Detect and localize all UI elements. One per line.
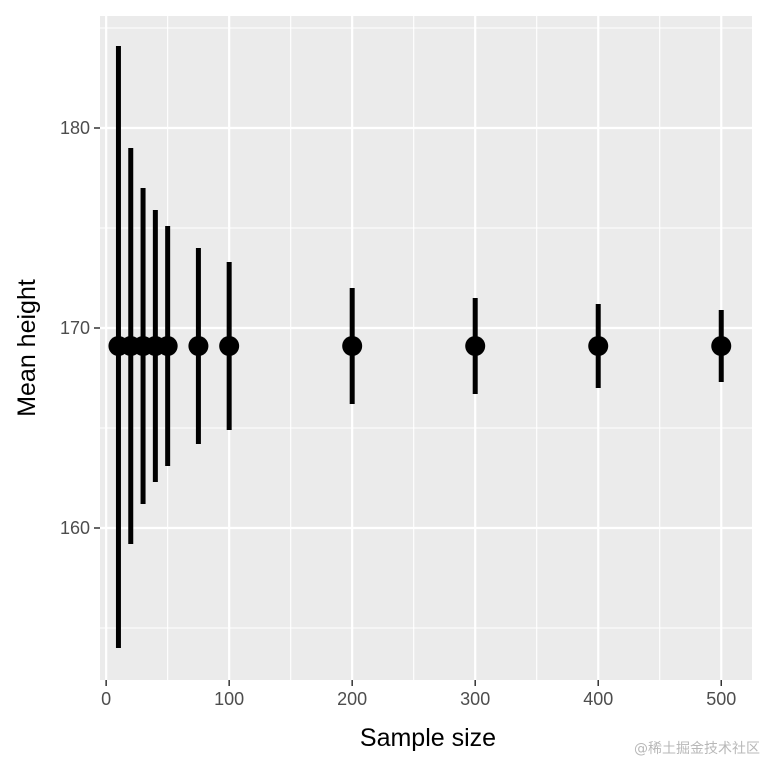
mean-point — [711, 336, 732, 356]
x-tick-label: 400 — [583, 689, 613, 709]
x-axis: 0 100 200 300 400 500 — [101, 680, 736, 709]
mean-point — [465, 336, 486, 356]
x-tick-label: 500 — [706, 689, 736, 709]
y-axis: 160 170 180 — [60, 118, 100, 538]
mean-point — [342, 336, 363, 356]
y-axis-title: Mean height — [13, 279, 41, 417]
x-tick-label: 0 — [101, 689, 111, 709]
y-tick-label: 160 — [60, 518, 90, 538]
mean-point — [157, 336, 178, 356]
plot-panel — [100, 16, 752, 680]
watermark-text: @稀土掘金技术社区 — [634, 741, 760, 757]
x-tick-label: 100 — [214, 689, 244, 709]
x-tick-label: 200 — [337, 689, 367, 709]
x-tick-label: 300 — [460, 689, 490, 709]
mean-point — [188, 336, 209, 356]
mean-point — [588, 336, 609, 356]
point-ranges — [108, 46, 732, 648]
minor-gridlines — [100, 16, 752, 680]
mean-point — [219, 336, 240, 356]
y-tick-label: 180 — [60, 118, 90, 138]
y-tick-label: 170 — [60, 318, 90, 338]
x-axis-title: Sample size — [360, 724, 496, 752]
